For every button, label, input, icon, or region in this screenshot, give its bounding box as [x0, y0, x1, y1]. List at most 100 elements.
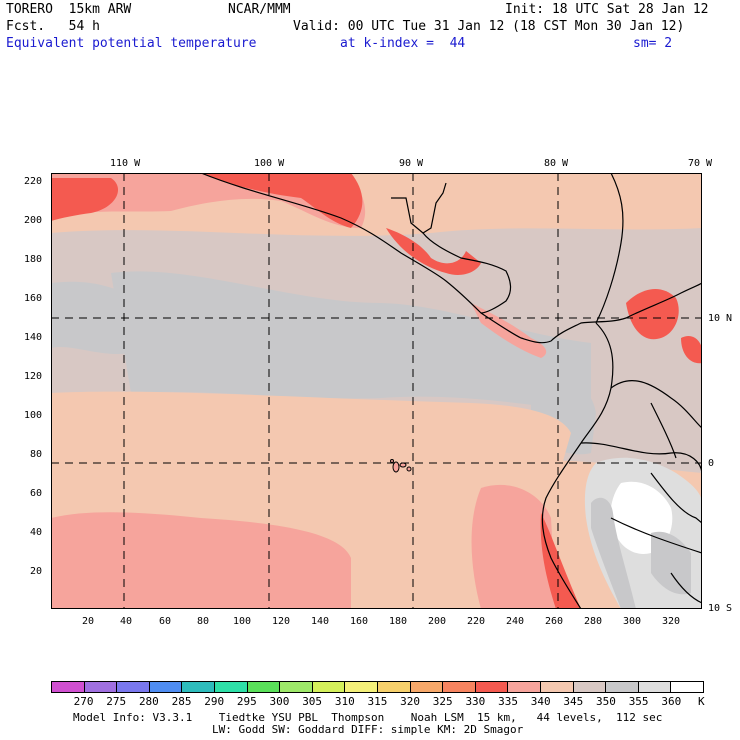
colorbar-label: 330 [465, 695, 486, 708]
colorbar-label: 355 [628, 695, 649, 708]
colorbar-label: 305 [302, 695, 323, 708]
red-peru-coast [540, 513, 581, 609]
red-mexico-coast [201, 173, 363, 228]
field-name: Equivalent potential temperature [6, 36, 257, 51]
colorbar-unit: K [698, 695, 705, 708]
south-pink [51, 391, 571, 503]
longitude-label: 90 W [399, 158, 424, 169]
init-time: Init: 18 UTC Sat 28 Jan 12 [505, 2, 709, 17]
colorbar-swatch [443, 682, 476, 692]
x-tick: 80 [197, 616, 210, 627]
salmon-southwest [51, 512, 351, 609]
colorbar-swatch [638, 682, 672, 692]
x-tick: 320 [662, 616, 681, 627]
colorbar-label: 270 [73, 695, 94, 708]
longitude-label: 70 W [688, 158, 713, 169]
longitude-label: 110 W [110, 158, 141, 169]
map-panel [51, 172, 703, 610]
x-tick: 240 [506, 616, 525, 627]
colorbar-swatch [475, 682, 509, 692]
x-tick: 20 [82, 616, 95, 627]
colorbar-swatch [280, 682, 313, 692]
latitude-label: 0 [708, 458, 715, 469]
colorbar-label: 310 [334, 695, 355, 708]
coastlines [200, 172, 703, 610]
x-tick: 120 [272, 616, 291, 627]
org-label: NCAR/MMM [228, 2, 291, 17]
y-tick: 80 [30, 449, 43, 460]
red-guatemala [386, 228, 481, 275]
y-tick: 120 [24, 371, 43, 382]
y-tick: 200 [24, 215, 43, 226]
map-frame [51, 173, 702, 609]
red-venezuela-east [681, 336, 702, 364]
y-tick: 220 [24, 176, 43, 187]
y-tick: 40 [30, 527, 43, 538]
grey-altiplano [651, 531, 691, 595]
y-tick: 180 [24, 254, 43, 265]
colorbar-label: 290 [204, 695, 225, 708]
colorbar-label: 350 [596, 695, 616, 708]
forecast-hour: Fcst. 54 h [6, 19, 100, 34]
model-info: Model Info: V3.3.1 Tiedtke YSU PBL Thomp… [73, 711, 663, 724]
colorbar-swatch [377, 682, 411, 692]
colorbar-swatch [214, 682, 248, 692]
colorbar-swatch [540, 682, 574, 692]
smoothing-label: sm= 2 [633, 36, 673, 51]
y-tick: 20 [30, 566, 43, 577]
longitude-label: 100 W [254, 158, 285, 169]
x-tick: 100 [233, 616, 252, 627]
grey-andes-west [591, 497, 636, 609]
colorbar-label: 345 [563, 695, 584, 708]
colorbar-swatch [247, 682, 281, 692]
map-svg [51, 172, 703, 610]
colorbar-label: 335 [498, 695, 518, 708]
red-venezuela [626, 288, 679, 340]
colorbar-label: 275 [106, 695, 127, 708]
physics-info: LW: Godd SW: Goddard DIFF: simple KM: 2D… [212, 723, 524, 736]
y-tick: 140 [24, 332, 43, 343]
longitude-label: 80 W [544, 158, 569, 169]
galapagos-islands [390, 459, 412, 473]
colorbar-swatch [671, 682, 703, 692]
colorbar-swatch [84, 682, 118, 692]
colorbar-swatch [52, 682, 85, 692]
level-label: at k-index = 44 [340, 36, 466, 51]
colorbar-label: 320 [400, 695, 421, 708]
graticule [51, 173, 702, 609]
x-tick: 140 [311, 616, 330, 627]
x-tick: 280 [584, 616, 603, 627]
colorbar-swatch [182, 682, 215, 692]
colorbar-label: 285 [171, 695, 192, 708]
grey-core [111, 271, 591, 413]
colorbar-swatch [508, 682, 541, 692]
x-tick: 60 [159, 616, 172, 627]
x-tick: 180 [389, 616, 408, 627]
x-tick: 260 [545, 616, 564, 627]
colorbar [51, 681, 704, 693]
colorbar-label: 325 [432, 695, 453, 708]
salmon-south [471, 484, 556, 609]
x-tick: 40 [120, 616, 133, 627]
latitude-label: 10 S [708, 603, 733, 614]
colorbar-swatch [312, 682, 346, 692]
colorbar-swatch [117, 682, 150, 692]
y-tick: 100 [24, 410, 43, 421]
valid-time: Valid: 00 UTC Tue 31 Jan 12 (18 CST Mon … [293, 19, 685, 34]
x-tick: 300 [623, 616, 642, 627]
colorbar-label: 340 [530, 695, 551, 708]
colorbar-swatch [345, 682, 378, 692]
y-tick: 60 [30, 488, 43, 499]
colorbar-swatch [410, 682, 444, 692]
colorbar-label: 360 [661, 695, 682, 708]
x-tick: 200 [428, 616, 447, 627]
colorbar-label: 315 [367, 695, 388, 708]
x-tick: 160 [350, 616, 369, 627]
colorbar-swatch [573, 682, 607, 692]
colorbar-label: 295 [236, 695, 257, 708]
colorbar-swatch [149, 682, 183, 692]
colorbar-label: 280 [138, 695, 159, 708]
latitude-label: 10 N [708, 313, 733, 324]
y-tick: 160 [24, 293, 43, 304]
colorbar-swatch [606, 682, 639, 692]
